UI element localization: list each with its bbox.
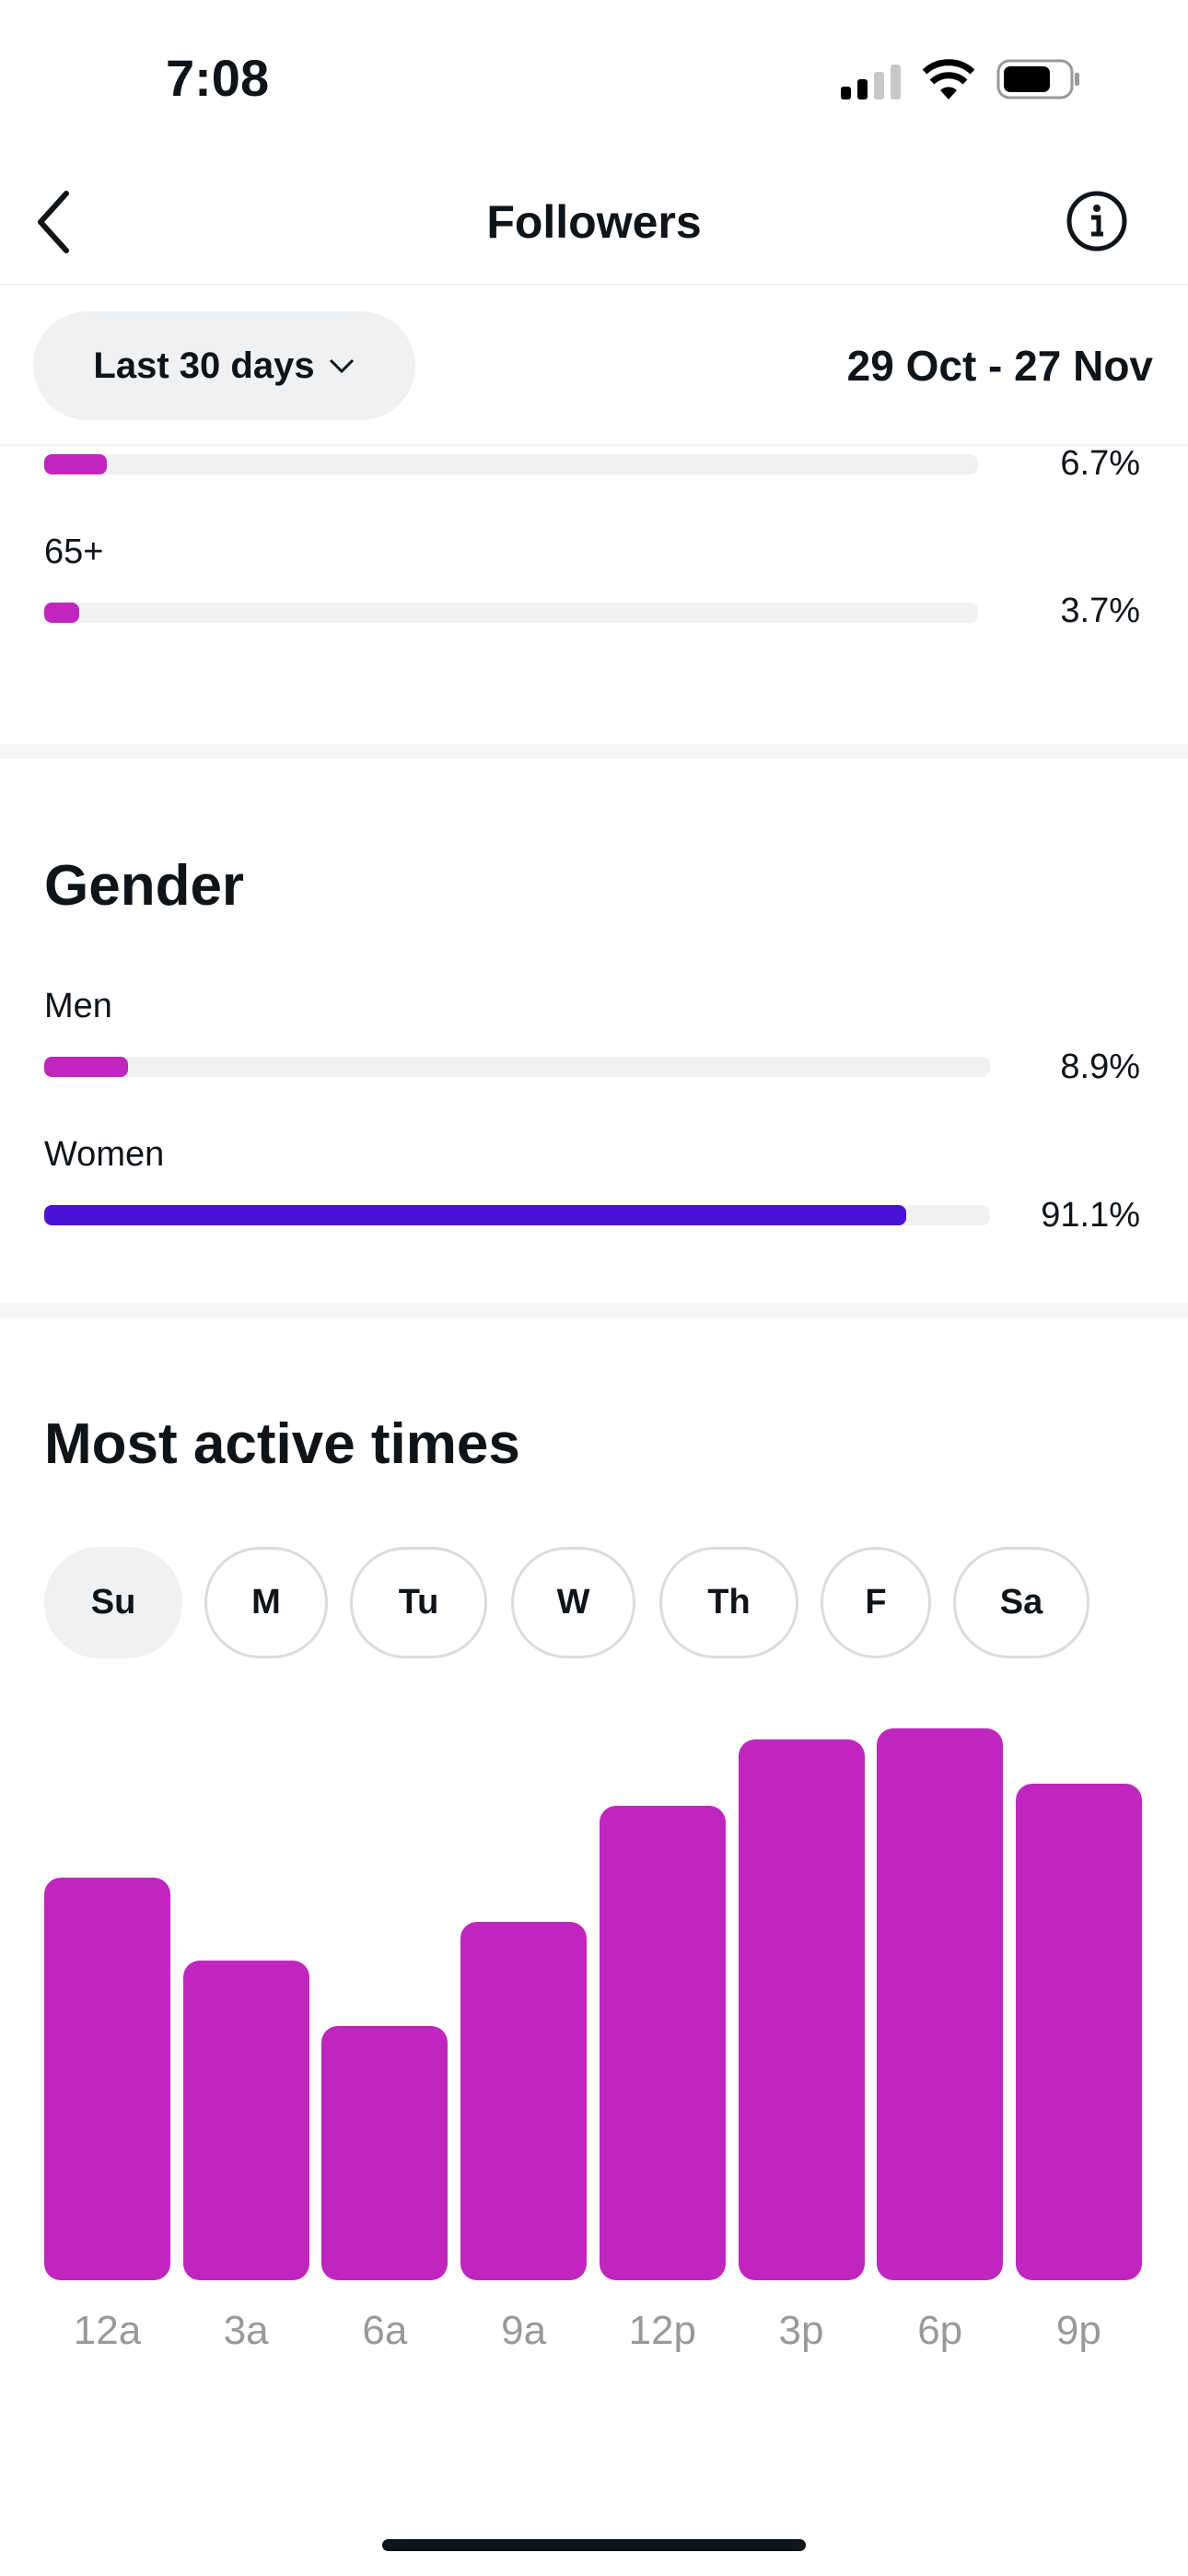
section-divider (0, 1303, 1188, 1317)
women-bar-fill (44, 1205, 906, 1225)
chart-x-label: 9p (1055, 2308, 1101, 2353)
men-percent: 8.9% (1060, 1048, 1140, 1086)
day-chip-tu[interactable]: Tu (350, 1547, 487, 1658)
date-range-label: Last 30 days (93, 345, 315, 386)
section-divider (0, 744, 1188, 759)
women-bar-track (44, 1205, 990, 1225)
day-chip-m[interactable]: M (204, 1547, 328, 1658)
chart-bar-6p[interactable] (877, 1728, 1004, 2280)
chart-x-label: 3p (778, 2308, 824, 2353)
back-chevron-icon[interactable] (33, 190, 74, 254)
chart-bar-9p[interactable] (1015, 1783, 1142, 2280)
age-percent: 6.7% (1060, 444, 1140, 483)
chart-x-label: 6p (917, 2308, 963, 2353)
page-title: Followers (486, 196, 702, 248)
chart-bar-3p[interactable] (738, 1739, 865, 2280)
home-indicator[interactable] (382, 2539, 806, 2551)
chevron-down-icon (329, 358, 354, 374)
age-percent: 3.7% (1060, 591, 1140, 630)
gender-label-women: Women (44, 1135, 165, 1174)
age-bar-track (44, 603, 978, 623)
chart-x-label: 3a (223, 2308, 269, 2353)
gender-label-men: Men (44, 987, 112, 1025)
day-chip-su[interactable]: Su (44, 1547, 182, 1658)
gender-heading: Gender (44, 854, 245, 918)
chart-bar-6a[interactable] (321, 2026, 448, 2280)
chart-bar-3a[interactable] (182, 1960, 309, 2280)
filter-divider (0, 444, 1188, 447)
chart-bar-12p[interactable] (599, 1805, 726, 2280)
chart-x-label: 12p (628, 2308, 696, 2353)
status-time: 7:08 (166, 49, 270, 107)
date-range-dropdown[interactable]: Last 30 days (33, 311, 415, 420)
age-bar-fill (44, 454, 107, 474)
date-range-text: 29 Oct - 27 Nov (846, 342, 1153, 390)
cellular-signal-icon (841, 64, 901, 100)
day-chip-th[interactable]: Th (659, 1547, 798, 1658)
active-times-heading: Most active times (44, 1412, 520, 1476)
header-divider (0, 284, 1188, 286)
age-label: 65+ (44, 533, 104, 571)
men-bar-track (44, 1057, 990, 1077)
chart-x-label: 12a (73, 2308, 142, 2353)
info-icon[interactable] (1066, 191, 1127, 252)
day-chip-w[interactable]: W (511, 1547, 635, 1658)
age-bar-track (44, 454, 978, 474)
battery-icon (996, 59, 1079, 100)
chart-bar-9a[interactable] (460, 1921, 588, 2280)
women-percent: 91.1% (1041, 1196, 1140, 1235)
chart-x-label: 6a (362, 2308, 408, 2353)
day-chip-f[interactable]: F (821, 1547, 931, 1658)
chart-bar-12a[interactable] (44, 1877, 170, 2280)
age-bar-fill (44, 603, 79, 623)
wifi-icon (923, 59, 974, 100)
chart-x-label: 9a (501, 2308, 547, 2353)
men-bar-fill (44, 1057, 129, 1077)
day-chip-sa[interactable]: Sa (953, 1547, 1089, 1658)
